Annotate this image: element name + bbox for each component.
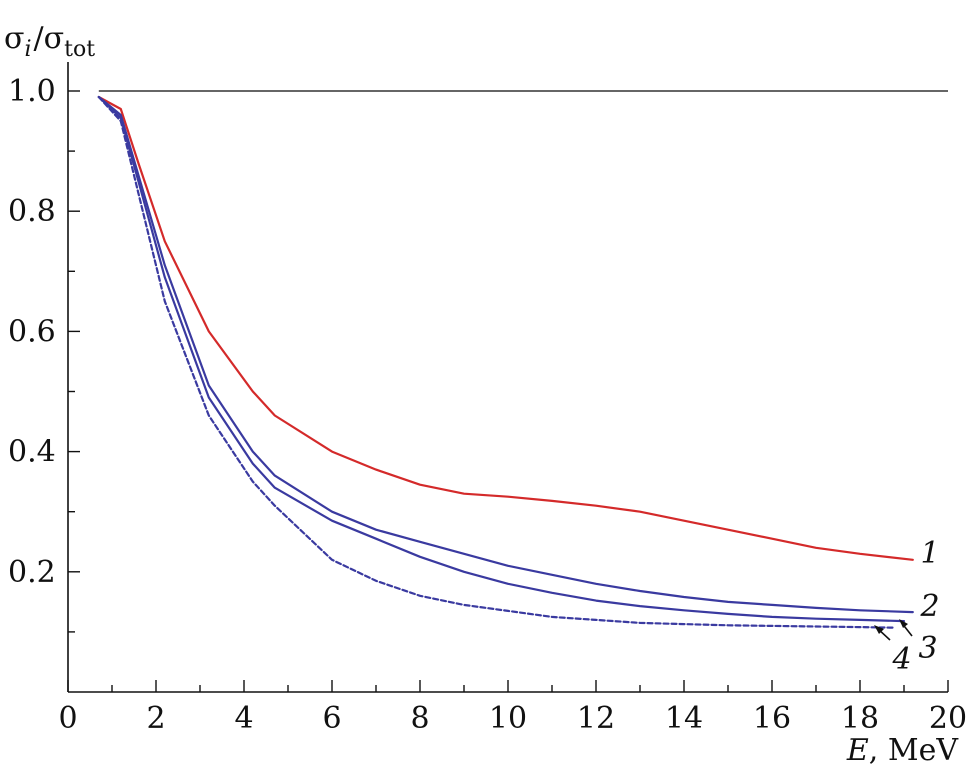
y-tick-label: 0.6 [8, 314, 56, 349]
x-tick-label: 10 [489, 701, 527, 736]
curve-labels: 1 2 34 [891, 536, 939, 677]
x-tick-label: 18 [841, 701, 879, 736]
x-tick-label: 20 [929, 701, 967, 736]
x-tick-label: 14 [665, 701, 703, 736]
y-axis-title: σi/σtot [4, 21, 95, 62]
x-title-var: E [846, 733, 869, 768]
y-title-sub-i: i [24, 37, 31, 62]
curve-label-1: 1 [920, 536, 939, 571]
x-axis-title: E, MeV [846, 733, 959, 768]
y-title-sub-tot: tot [64, 37, 95, 62]
series-line-2 [97, 95, 914, 614]
y-tick-label: 0.8 [8, 194, 56, 229]
x-tick-label: 0 [58, 701, 77, 736]
series-line-1 [97, 95, 914, 561]
series-group [97, 95, 914, 629]
curve-label-4: 4 [891, 642, 911, 677]
y-title-slash: /σ [34, 21, 65, 56]
series-line-4 [97, 95, 897, 629]
y-tick-label: 0.2 [8, 555, 56, 590]
y-tick-label: 1.0 [8, 74, 56, 109]
x-ticks: 0 2 4 6 8 10 12 14 16 18 20 [58, 680, 967, 736]
x-tick-label: 2 [146, 701, 165, 736]
y-tick-label: 0.4 [8, 435, 56, 470]
x-tick-label: 8 [410, 701, 429, 736]
x-title-unit: , MeV [869, 733, 960, 768]
x-tick-label: 4 [234, 701, 253, 736]
arrow-3 [899, 619, 913, 637]
series-line-3 [97, 95, 906, 623]
curve-label-2: 2 [919, 589, 939, 624]
y-ticks: 0.2 0.4 0.6 0.8 1.0 [8, 74, 80, 633]
x-tick-label: 16 [753, 701, 791, 736]
x-tick-label: 12 [577, 701, 615, 736]
arrow-4 [874, 625, 891, 641]
x-tick-label: 6 [322, 701, 341, 736]
curve-label-3: 3 [918, 631, 937, 666]
y-title-sigma: σ [4, 21, 24, 56]
